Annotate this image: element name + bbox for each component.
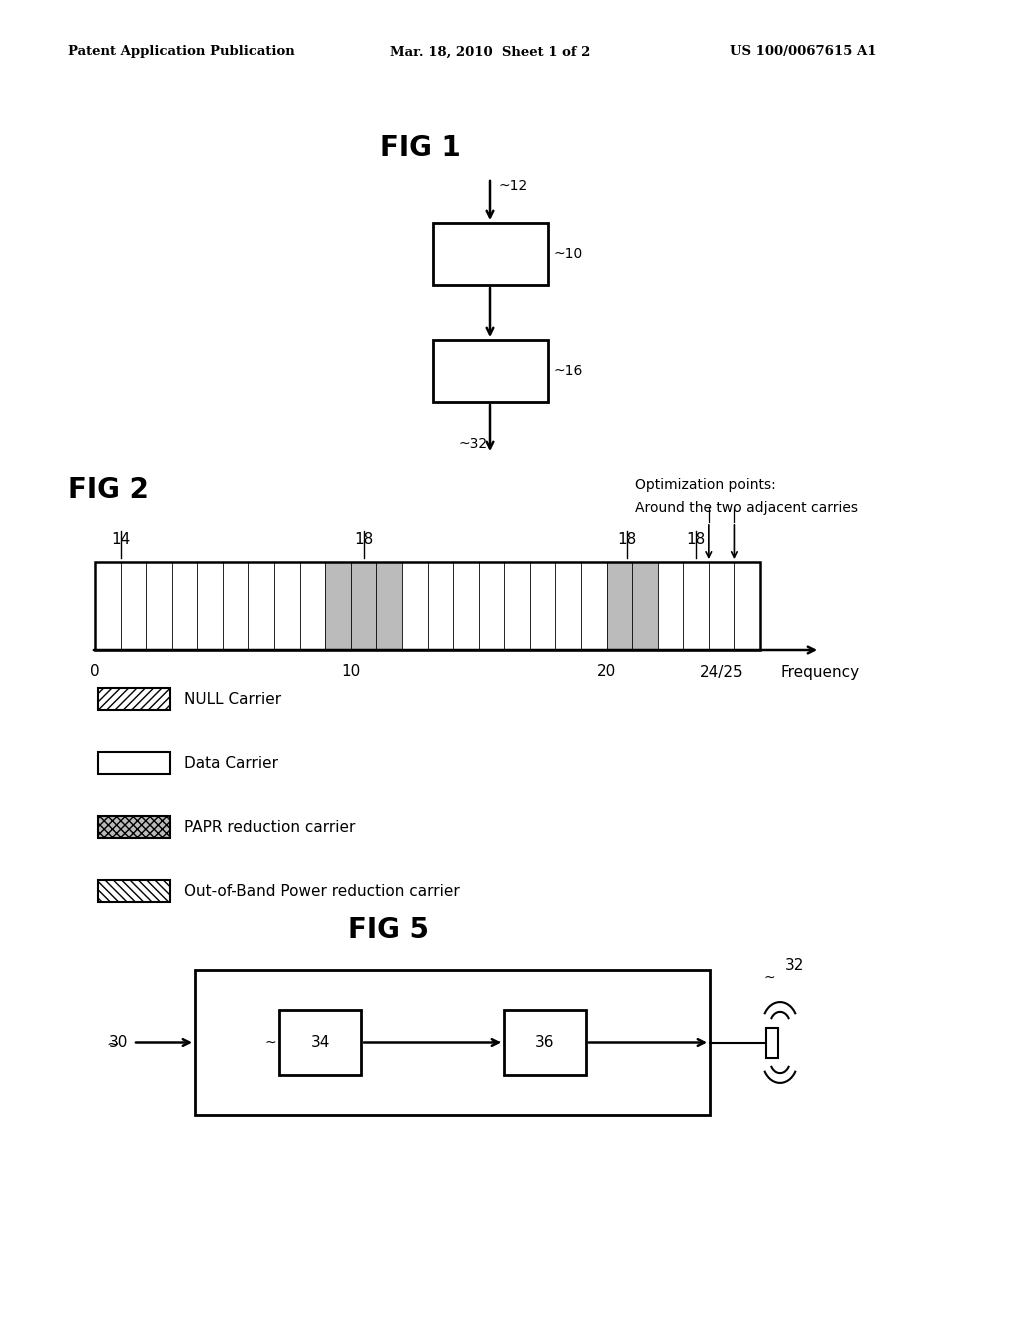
Text: Around the two adjacent carries: Around the two adjacent carries: [635, 502, 858, 515]
Text: 14: 14: [111, 532, 130, 548]
Text: ~16: ~16: [554, 364, 583, 378]
Text: 0: 0: [90, 664, 99, 680]
Bar: [98, 688, 170, 710]
Bar: [432, 341, 548, 403]
Text: ~: ~: [763, 972, 775, 985]
Bar: [146, 562, 326, 649]
Bar: [279, 1010, 361, 1074]
Bar: [95, 562, 146, 649]
Text: ~: ~: [106, 1038, 119, 1052]
Text: NULL Carrier: NULL Carrier: [184, 692, 282, 706]
Text: Optimization points:: Optimization points:: [635, 478, 776, 492]
Text: ~: ~: [264, 1035, 276, 1049]
Bar: [657, 562, 734, 649]
Text: PAPR reduction carrier: PAPR reduction carrier: [184, 820, 355, 834]
Text: Data Carrier: Data Carrier: [184, 755, 278, 771]
Text: FIG 1: FIG 1: [380, 135, 461, 162]
Text: 36: 36: [536, 1035, 555, 1049]
Text: 18: 18: [686, 532, 706, 548]
Bar: [432, 223, 548, 285]
Bar: [606, 562, 657, 649]
Text: ~32: ~32: [458, 437, 487, 451]
Text: FIG 2: FIG 2: [68, 477, 148, 504]
Text: 34: 34: [310, 1035, 330, 1049]
Text: 18: 18: [617, 532, 637, 548]
Bar: [766, 1027, 778, 1057]
Text: 10: 10: [341, 664, 360, 680]
Bar: [734, 562, 760, 649]
Text: FIG 5: FIG 5: [348, 916, 429, 944]
Text: Patent Application Publication: Patent Application Publication: [68, 45, 295, 58]
Text: US 100/0067615 A1: US 100/0067615 A1: [730, 45, 877, 58]
Bar: [98, 752, 170, 774]
Bar: [98, 816, 170, 838]
Text: 32: 32: [785, 957, 805, 973]
Bar: [98, 880, 170, 902]
Text: ~10: ~10: [554, 247, 583, 261]
Bar: [402, 562, 606, 649]
Text: ~12: ~12: [498, 180, 527, 193]
Text: Out-of-Band Power reduction carrier: Out-of-Band Power reduction carrier: [184, 883, 460, 899]
Bar: [95, 562, 760, 649]
Text: 24/25: 24/25: [699, 664, 743, 680]
Bar: [195, 970, 710, 1115]
Bar: [326, 562, 402, 649]
Text: Frequency: Frequency: [780, 664, 859, 680]
Bar: [504, 1010, 586, 1074]
Text: ~: ~: [489, 1035, 501, 1049]
Text: 18: 18: [354, 532, 373, 548]
Text: 20: 20: [597, 664, 616, 680]
Text: Mar. 18, 2010  Sheet 1 of 2: Mar. 18, 2010 Sheet 1 of 2: [390, 45, 591, 58]
Text: 30: 30: [109, 1035, 128, 1049]
